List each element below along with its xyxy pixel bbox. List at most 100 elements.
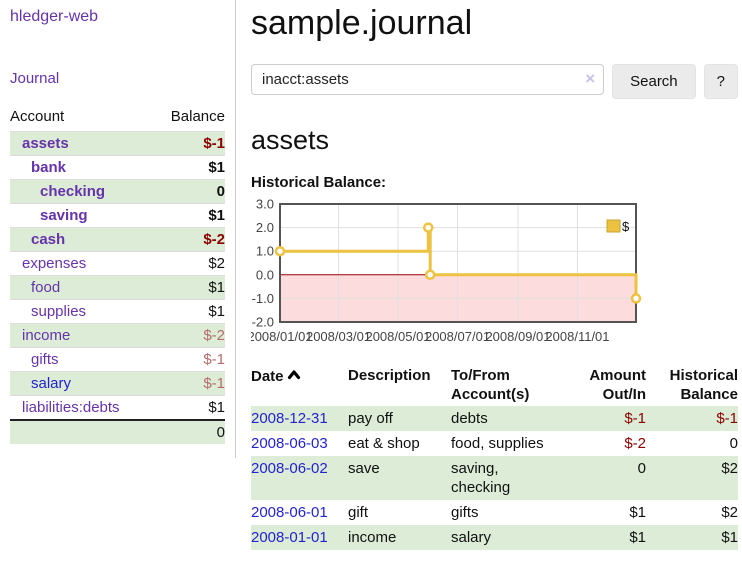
sidebar-item-journal[interactable]: Journal xyxy=(10,70,60,87)
svg-text:$: $ xyxy=(622,219,630,234)
transaction-description: gift xyxy=(348,504,369,521)
transaction-accounts: food, supplies xyxy=(451,435,544,452)
page-title: sample.journal xyxy=(251,4,473,42)
transaction-balance: $-1 xyxy=(716,410,738,427)
account-link-food[interactable]: food xyxy=(31,279,61,296)
register-row: 2008-06-01 gift gifts $1 $2 xyxy=(251,500,738,525)
account-balance: 0 xyxy=(153,179,225,204)
svg-text:2008/05/01: 2008/05/01 xyxy=(365,329,430,344)
account-link-liabilities-debts[interactable]: liabilities:debts xyxy=(22,399,120,416)
account-row: assets $-1 xyxy=(10,131,225,156)
accounts-total: 0 xyxy=(153,419,225,444)
legend-series-swatch xyxy=(606,219,621,233)
search-form: × Search ? xyxy=(251,64,738,99)
accounts-table: Account Balance assets $-1 bank $1 check… xyxy=(10,104,225,444)
register-row: 2008-06-03 eat & shop food, supplies $-2… xyxy=(251,431,738,456)
register-header-balance: Historical Balance xyxy=(669,367,738,403)
account-row: supplies $1 xyxy=(10,299,225,324)
transaction-balance: $2 xyxy=(721,504,738,521)
account-link-supplies[interactable]: supplies xyxy=(31,303,87,320)
accounts-header-balance: Balance xyxy=(153,104,225,132)
account-balance: $1 xyxy=(153,395,225,421)
account-balance: $-1 xyxy=(153,371,225,396)
balance-chart[interactable]: $3.0 2.0 1.0 0.0 -1.0 -2.0 2008/01/01 2008/03/0… xyxy=(247,197,738,347)
accounts-header-account: Account xyxy=(10,104,154,132)
account-row: cash $-2 xyxy=(10,227,225,252)
account-row: income $-2 xyxy=(10,323,225,348)
account-row: food $1 xyxy=(10,275,225,300)
transaction-date-link[interactable]: 2008-06-02 xyxy=(251,460,328,477)
transaction-balance: $1 xyxy=(721,529,738,546)
account-row: liabilities:debts $1 xyxy=(10,395,225,421)
chart-title: Historical Balance: xyxy=(251,174,387,191)
transaction-amount: 0 xyxy=(637,460,646,477)
account-heading: assets xyxy=(251,125,330,155)
transaction-amount: $-1 xyxy=(624,410,646,427)
transaction-accounts: debts xyxy=(451,410,488,427)
svg-text:2008/07/01: 2008/07/01 xyxy=(425,329,490,344)
account-row: saving $1 xyxy=(10,203,225,228)
transaction-balance: 0 xyxy=(729,435,738,452)
transaction-date-link[interactable]: 2008-12-31 xyxy=(251,410,328,427)
svg-text:1.0: 1.0 xyxy=(256,244,274,259)
svg-text:2008/01/01: 2008/01/01 xyxy=(251,329,313,344)
search-input[interactable] xyxy=(251,64,605,95)
account-balance: $1 xyxy=(153,155,225,180)
svg-text:2008/11/01: 2008/11/01 xyxy=(545,329,609,344)
register-table: Date Description To/From Account(s) Amou… xyxy=(251,364,738,550)
svg-text:2008/03/01: 2008/03/01 xyxy=(306,329,371,344)
account-row: gifts $-1 xyxy=(10,347,225,372)
account-balance: $1 xyxy=(153,299,225,324)
main-content: sample.journal × Search ? assets Histori… xyxy=(236,0,742,570)
transaction-date-link[interactable]: 2008-01-01 xyxy=(251,529,328,546)
svg-text:-2.0: -2.0 xyxy=(252,315,274,330)
account-balance: $-1 xyxy=(153,131,225,156)
account-link-salary[interactable]: salary xyxy=(31,375,72,392)
transaction-description: pay off xyxy=(348,410,393,427)
account-row: checking 0 xyxy=(10,179,225,204)
help-button[interactable]: ? xyxy=(703,64,738,99)
register-header-accounts: To/From Account(s) xyxy=(451,367,530,403)
transaction-amount: $1 xyxy=(629,504,646,521)
register-header-amount: Amount Out/In xyxy=(589,367,646,403)
transaction-amount: $1 xyxy=(629,529,646,546)
svg-text:2.0: 2.0 xyxy=(256,220,274,235)
sort-ascending-icon xyxy=(287,366,301,385)
account-balance: $-2 xyxy=(153,323,225,348)
transaction-description: save xyxy=(348,460,380,477)
transaction-date-link[interactable]: 2008-06-01 xyxy=(251,504,328,521)
search-button[interactable]: Search xyxy=(612,64,696,99)
account-link-bank[interactable]: bank xyxy=(31,159,67,176)
svg-text:3.0: 3.0 xyxy=(256,199,274,212)
brand: hledger-web xyxy=(10,8,225,26)
account-link-saving[interactable]: saving xyxy=(40,207,88,224)
register-header-description: Description xyxy=(348,367,431,384)
transaction-description: eat & shop xyxy=(348,435,420,452)
account-link-expenses[interactable]: expenses xyxy=(22,255,87,272)
account-link-gifts[interactable]: gifts xyxy=(31,351,59,368)
account-link-assets[interactable]: assets xyxy=(22,135,69,152)
account-link-cash[interactable]: cash xyxy=(31,231,66,248)
account-balance: $2 xyxy=(153,251,225,276)
svg-text:-1.0: -1.0 xyxy=(252,291,274,306)
account-link-income[interactable]: income xyxy=(22,327,71,344)
account-link-checking[interactable]: checking xyxy=(40,183,106,200)
accounts-total-row: 0 xyxy=(10,419,225,444)
clear-search-icon[interactable]: × xyxy=(585,69,596,88)
account-row: bank $1 xyxy=(10,155,225,180)
brand-link[interactable]: hledger-web xyxy=(10,8,99,25)
register-header-date[interactable]: Date xyxy=(251,364,348,406)
transaction-date-link[interactable]: 2008-06-03 xyxy=(251,435,328,452)
account-balance: $-2 xyxy=(153,227,225,252)
transaction-accounts: salary xyxy=(451,529,492,546)
svg-text:2008/09/01: 2008/09/01 xyxy=(485,329,550,344)
account-row: expenses $2 xyxy=(10,251,225,276)
transaction-accounts: saving, checking xyxy=(451,460,511,496)
account-balance: $1 xyxy=(153,275,225,300)
register-row: 2008-01-01 income salary $1 $1 xyxy=(251,525,738,550)
transaction-description: income xyxy=(348,529,397,546)
svg-text:0.0: 0.0 xyxy=(256,267,274,282)
spacer xyxy=(10,419,154,444)
transaction-amount: $-2 xyxy=(624,435,646,452)
account-row: salary $-1 xyxy=(10,371,225,396)
